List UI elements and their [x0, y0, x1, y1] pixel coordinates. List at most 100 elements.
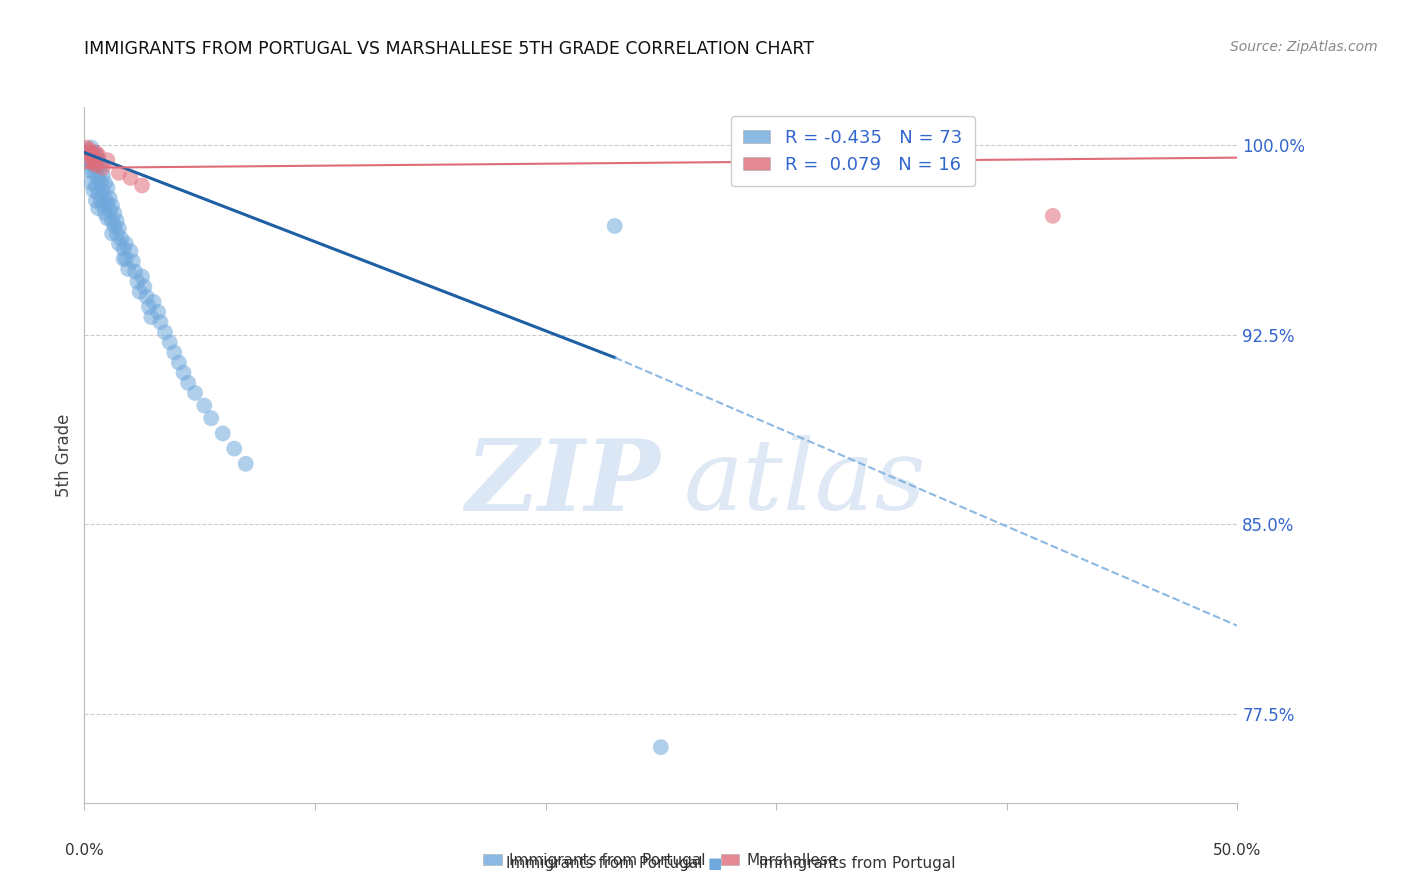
Point [96, 196, 118, 211]
Text: 0.0%: 0.0% [65, 843, 104, 858]
Point [84, 178, 107, 193]
Point [124, 264, 146, 278]
Point [112, 242, 135, 256]
Y-axis label: 5th Grade: 5th Grade [55, 413, 73, 497]
Point [91, 199, 114, 213]
Point [80, 140, 103, 154]
Point [224, 442, 246, 456]
Text: ■: ■ [707, 856, 721, 871]
Point [98, 191, 121, 205]
Point [83, 184, 105, 198]
Text: Immigrants from Portugal: Immigrants from Portugal [506, 856, 703, 871]
Point [105, 214, 128, 228]
Point [149, 315, 172, 329]
Point [112, 252, 135, 266]
Point [131, 178, 153, 193]
Point [235, 457, 257, 471]
Point [76, 155, 98, 169]
Point [173, 366, 195, 380]
Point [1042, 209, 1064, 223]
Point [128, 285, 150, 299]
Point [83, 145, 105, 160]
Point [84, 145, 107, 160]
Point [184, 386, 207, 401]
Point [101, 199, 124, 213]
Point [127, 275, 149, 289]
Point [91, 169, 114, 183]
Point [91, 184, 114, 198]
Point [134, 279, 156, 293]
Point [83, 155, 105, 169]
Point [76, 140, 98, 154]
Point [84, 158, 107, 172]
Point [193, 399, 215, 413]
Point [650, 740, 672, 755]
Point [77, 163, 100, 178]
Point [94, 176, 117, 190]
Point [142, 294, 165, 309]
Point [159, 335, 181, 350]
Point [77, 145, 100, 160]
Text: IMMIGRANTS FROM PORTUGAL VS MARSHALLESE 5TH GRADE CORRELATION CHART: IMMIGRANTS FROM PORTUGAL VS MARSHALLESE … [84, 40, 814, 58]
Point [87, 201, 110, 215]
Point [96, 181, 118, 195]
Point [98, 203, 121, 218]
Point [131, 269, 153, 284]
Point [89, 176, 111, 190]
Point [115, 236, 138, 251]
Point [120, 244, 142, 259]
Point [121, 254, 143, 268]
Point [83, 151, 105, 165]
Point [603, 219, 626, 233]
Point [101, 227, 124, 241]
Text: 50.0%: 50.0% [1213, 843, 1261, 858]
Point [105, 227, 128, 241]
Point [87, 170, 110, 185]
Point [177, 376, 200, 390]
Point [89, 194, 111, 208]
Legend: Immigrants from Portugal, Marshallese: Immigrants from Portugal, Marshallese [475, 845, 846, 875]
Text: Source: ZipAtlas.com: Source: ZipAtlas.com [1230, 40, 1378, 54]
Point [84, 163, 107, 178]
Text: atlas: atlas [683, 435, 927, 531]
Point [108, 236, 131, 251]
Point [135, 290, 157, 304]
Point [96, 211, 118, 226]
Point [110, 231, 132, 245]
Point [87, 148, 110, 162]
Point [83, 166, 105, 180]
Point [117, 262, 139, 277]
Point [108, 221, 131, 235]
Point [115, 252, 138, 266]
Text: ZIP: ZIP [465, 434, 661, 531]
Point [141, 310, 163, 324]
Point [89, 158, 111, 172]
Point [108, 166, 131, 180]
Point [80, 153, 103, 168]
Point [80, 176, 103, 190]
Point [77, 145, 100, 160]
Point [80, 148, 103, 162]
Point [138, 300, 160, 314]
Point [153, 325, 176, 339]
Point [103, 206, 125, 220]
Point [94, 191, 117, 205]
Point [103, 219, 125, 233]
Text: Immigrants from Portugal: Immigrants from Portugal [759, 856, 956, 871]
Point [84, 148, 107, 162]
Point [146, 305, 169, 319]
Point [94, 206, 117, 220]
Point [96, 153, 118, 168]
Point [87, 186, 110, 200]
Point [167, 355, 190, 369]
Legend: R = -0.435   N = 73, R =  0.079   N = 16: R = -0.435 N = 73, R = 0.079 N = 16 [731, 116, 974, 186]
Point [80, 155, 103, 169]
Point [163, 345, 186, 359]
Point [77, 143, 100, 157]
Point [200, 411, 222, 425]
Point [87, 153, 110, 168]
Point [91, 161, 114, 175]
Point [84, 194, 107, 208]
Point [211, 426, 233, 441]
Point [120, 170, 142, 185]
